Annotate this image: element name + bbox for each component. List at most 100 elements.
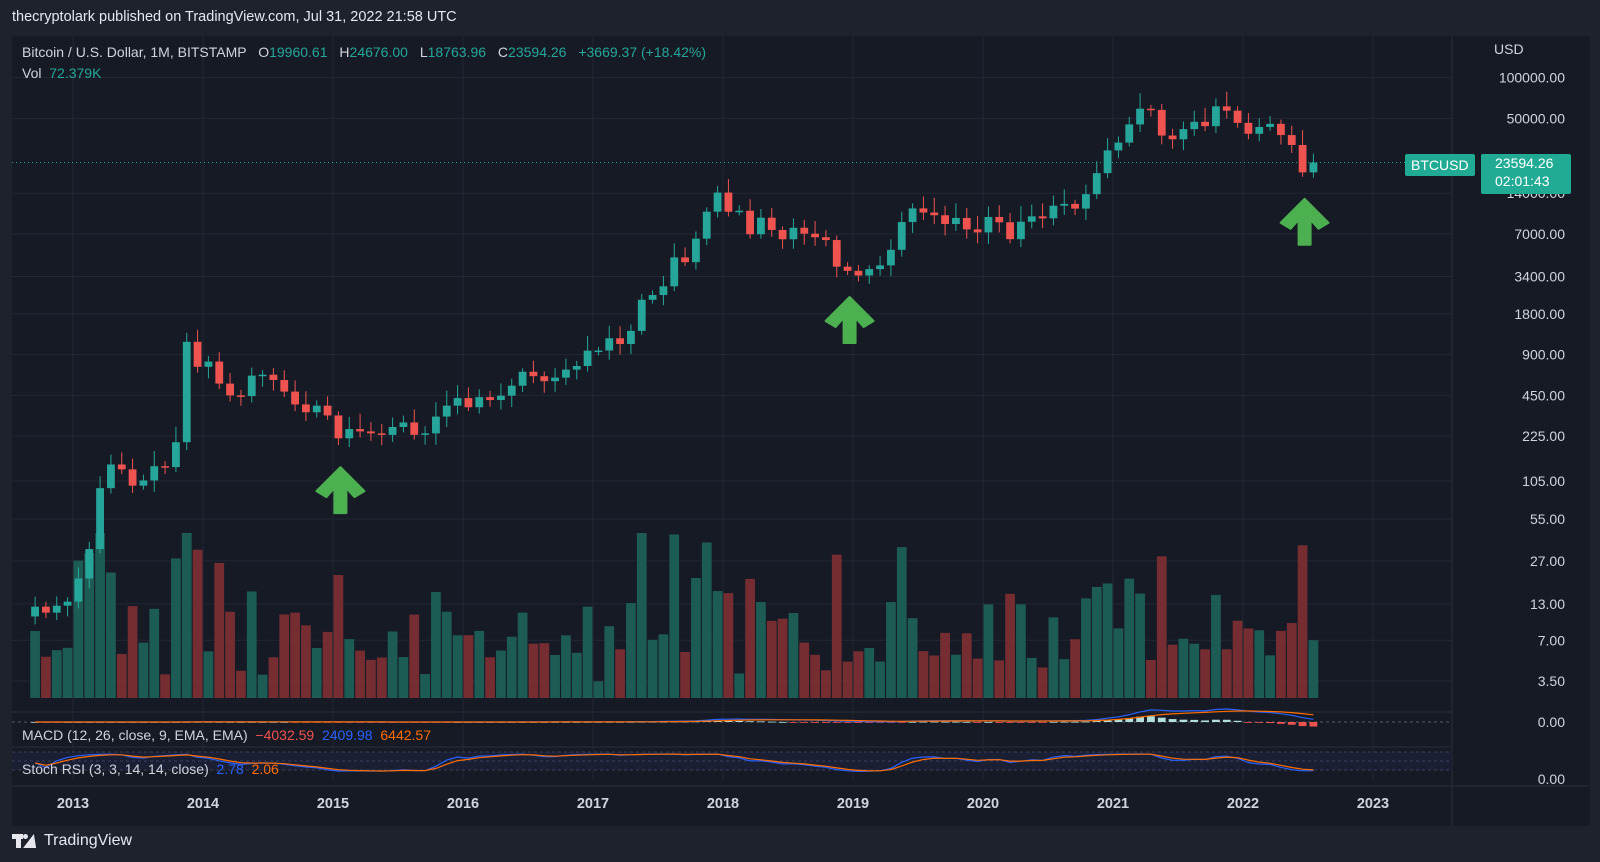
price-tick-label: 7.00 [1538, 632, 1565, 648]
symbol-price-tag: BTCUSD [1405, 154, 1475, 176]
volume-bar [723, 593, 734, 698]
volume-bar [1005, 593, 1015, 698]
candle-body [551, 377, 559, 382]
volume-bar [1091, 586, 1102, 698]
symbol-legend[interactable]: Bitcoin / U.S. Dollar, 1M, BITSTAMP O199… [22, 44, 706, 60]
macd-hist-bar [1092, 721, 1101, 722]
candle-body [410, 422, 419, 435]
volume-bar [951, 654, 961, 698]
stoch-legend[interactable]: Stoch RSI (3, 3, 14, 14, close) 2.78 2.0… [22, 761, 279, 777]
volume-legend[interactable]: Vol 72.379K [22, 65, 101, 81]
volume-bar [1146, 660, 1156, 698]
open-label: O [258, 44, 270, 60]
macd-hist-bar [789, 722, 798, 723]
volume-bar [745, 578, 755, 698]
volume-bar [116, 653, 127, 698]
macd-hist-bar [1038, 722, 1047, 723]
stoch-d-value: 2.06 [251, 761, 279, 777]
volume-bar [1070, 639, 1080, 698]
candle-body [887, 249, 895, 266]
price-tick-label: 3400.00 [1514, 268, 1565, 284]
candle-body [107, 464, 115, 489]
volume-bar [734, 673, 745, 698]
volume-bar [1200, 649, 1210, 698]
volume-bar [1048, 617, 1059, 698]
candle-body [1006, 222, 1014, 240]
candle-body [648, 295, 657, 300]
macd-legend[interactable]: MACD (12, 26, close, 9, EMA, EMA) −4032.… [22, 727, 431, 743]
macd-value: 2409.98 [321, 727, 373, 743]
volume-bar [691, 577, 701, 698]
macd-hist-bar [1017, 722, 1025, 723]
price-tick-label: 13.00 [1530, 596, 1565, 612]
symbol-title: Bitcoin / U.S. Dollar, 1M, BITSTAMP [22, 44, 247, 60]
price-tick-label: 900.00 [1522, 347, 1565, 363]
candle-body [876, 265, 884, 270]
volume-bar [171, 558, 181, 698]
candle-body [182, 341, 191, 443]
candle-body [1277, 123, 1285, 136]
macd-hist-bar [1222, 719, 1231, 722]
price-axis: 100000.0050000.0014000.007000.003400.001… [1499, 70, 1565, 787]
macd-hist-bar [724, 720, 733, 722]
candle-body [843, 266, 852, 271]
macd-hist-bar [962, 721, 971, 723]
candle-body [529, 371, 538, 377]
volume-bar [799, 642, 810, 698]
volume-bar [376, 657, 387, 698]
candle-body [388, 426, 397, 435]
candle-body [139, 480, 148, 486]
year-tick-label: 2014 [187, 796, 219, 812]
macd-hist-bar [822, 722, 830, 723]
macd-hist-bar [1049, 721, 1058, 723]
volume-bar [1308, 640, 1319, 698]
volume-bar [983, 604, 994, 698]
volume-bar [127, 606, 138, 698]
macd-hist-bar [767, 721, 776, 723]
candle-body [399, 422, 408, 427]
candle-body [85, 549, 94, 579]
candle-body [302, 404, 310, 413]
tradingview-brand[interactable]: TradingView [12, 832, 132, 850]
volume-bar [506, 636, 517, 698]
volume-bar [333, 574, 344, 698]
candle-body [995, 216, 1004, 223]
volume-bar [420, 674, 430, 698]
close-label: C [497, 44, 509, 60]
volume-bar [51, 650, 62, 698]
volume-bar [712, 591, 723, 698]
candle-body [605, 338, 614, 351]
macd-hist-bar [1190, 719, 1199, 722]
low-label: L [419, 44, 428, 60]
arrow-up-icon [315, 466, 366, 515]
candle-body [941, 215, 949, 225]
volume-bar [875, 661, 885, 698]
volume-bar [994, 660, 1005, 698]
volume-bar [138, 642, 149, 698]
volume-bar [366, 659, 376, 698]
macd-pane [12, 708, 1452, 727]
volume-bar [701, 542, 712, 698]
volume-bar [246, 591, 257, 698]
volume-bar [1135, 593, 1145, 698]
volume-bar [1254, 630, 1265, 698]
macd-hist-bar [1006, 722, 1014, 723]
currency-label[interactable]: USD [1494, 41, 1524, 57]
year-tick-label: 2017 [577, 796, 609, 812]
volume-bar [268, 657, 279, 698]
volume-bar [290, 612, 300, 698]
time-axis: 2013 2014 2015 2016 2017 2018 2019 2020 2021 2022… [57, 796, 1389, 812]
volume-bar [1189, 643, 1200, 698]
candle-body [1114, 142, 1123, 151]
macd-hist-bar [811, 722, 819, 723]
candle-body [464, 398, 473, 408]
candle-body [172, 442, 180, 468]
candle-body [659, 286, 668, 296]
volume-bar [441, 611, 452, 698]
candle-body [1244, 122, 1253, 134]
macd-hist-bar [854, 722, 863, 723]
candle-body [475, 397, 484, 408]
macd-hist-bar [1255, 722, 1264, 723]
candle-body [1092, 173, 1101, 195]
